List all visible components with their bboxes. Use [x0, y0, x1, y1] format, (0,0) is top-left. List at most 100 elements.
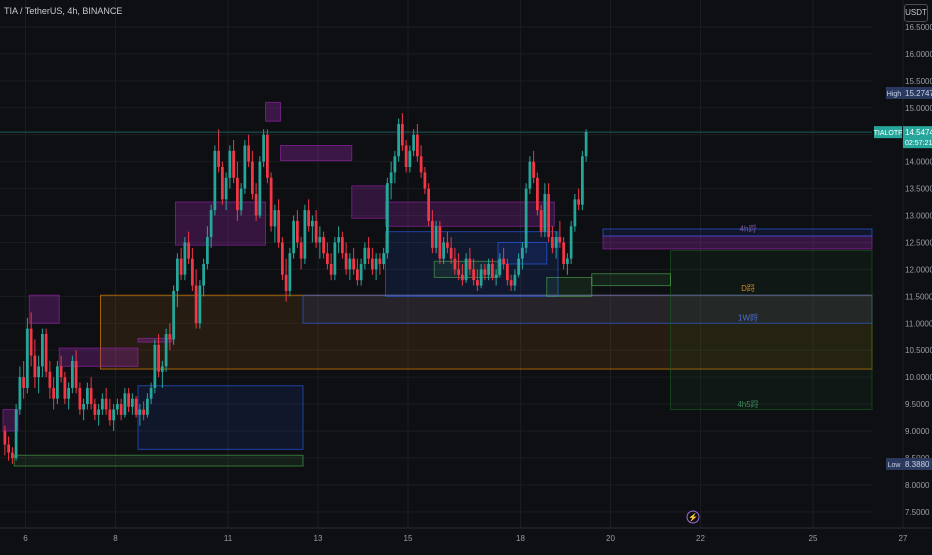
- bear-candle: [52, 377, 55, 410]
- candle-body: [74, 360, 78, 388]
- low-tag: Low: [888, 462, 902, 469]
- bear-candle: [371, 247, 374, 275]
- candle-body: [153, 344, 157, 388]
- x-tick-label: 8: [113, 534, 118, 543]
- bear-candle: [187, 231, 190, 264]
- bear-candle: [93, 398, 97, 421]
- bull-candle: [206, 226, 209, 270]
- bull-candle: [37, 355, 40, 394]
- lightning-event-icon: [686, 510, 700, 524]
- candle-body: [187, 242, 190, 259]
- high-value-label: 15.2747: [905, 89, 932, 98]
- price-tag-bg: [903, 126, 932, 149]
- bear-candle: [419, 145, 423, 178]
- x-tick-label: 11: [224, 534, 233, 543]
- candle-body: [194, 285, 198, 324]
- candle-body: [513, 274, 517, 286]
- bull-candle: [273, 204, 277, 243]
- bear-candle: [536, 172, 539, 216]
- candle-body: [217, 150, 220, 168]
- candle-body: [554, 237, 558, 248]
- bull-candle: [82, 398, 85, 421]
- candle-body: [502, 258, 505, 264]
- candle-body: [348, 258, 352, 270]
- bull-candle: [333, 237, 337, 281]
- candle-body: [33, 355, 37, 378]
- bull-candle: [498, 253, 502, 278]
- candle-body: [112, 409, 115, 421]
- y-tick-label: 15.0000: [905, 104, 932, 113]
- candle-body: [179, 258, 183, 275]
- bull-candle: [569, 220, 573, 264]
- bear-candle: [577, 188, 580, 211]
- bear-candle: [446, 231, 449, 254]
- bull-candle: [176, 253, 179, 308]
- candle-body: [284, 274, 288, 291]
- bull-candle: [228, 145, 232, 189]
- bear-candle: [59, 355, 63, 383]
- candle-body: [329, 264, 333, 275]
- bear-candle: [461, 264, 464, 286]
- low-tag-bg: [886, 457, 903, 470]
- candle-body: [468, 258, 472, 270]
- y-tick-label: 11.5000: [905, 292, 932, 301]
- bull-candle: [479, 264, 483, 289]
- candle-body: [198, 285, 202, 324]
- candle-body: [104, 398, 108, 410]
- bear-candle: [119, 398, 123, 421]
- bull-candle: [123, 387, 127, 418]
- bear-candle: [63, 371, 67, 405]
- blue-weekly-zone: [302, 294, 873, 324]
- y-tick-label: 13.5000: [905, 185, 932, 194]
- candle-body: [14, 409, 18, 458]
- candle-body: [26, 328, 29, 388]
- candle-body: [536, 177, 539, 211]
- blue-zone-lower: [137, 385, 304, 450]
- candle-body: [273, 210, 277, 227]
- bull-candle: [198, 280, 202, 329]
- candle-body: [453, 258, 457, 270]
- bull-candle: [138, 404, 142, 426]
- candle-body: [183, 242, 187, 275]
- bull-candle: [146, 393, 149, 418]
- symbol-tag-bg: [874, 126, 902, 139]
- bear-candle: [157, 334, 160, 378]
- bull-candle: [554, 231, 558, 259]
- bull-candle: [434, 220, 438, 254]
- high-tag-bg: [886, 86, 903, 99]
- bull-candle: [202, 258, 205, 297]
- zone-label: 1W䟹: [738, 313, 758, 323]
- bear-candle: [7, 436, 10, 461]
- bear-candle: [11, 447, 14, 464]
- candle-body: [359, 264, 363, 281]
- candle-body: [562, 242, 565, 264]
- candle-body: [258, 161, 262, 216]
- bull-candle: [513, 269, 517, 291]
- high-value-bg: [903, 86, 932, 99]
- candle-body: [344, 253, 348, 270]
- candle-body: [213, 150, 217, 211]
- candle-body: [303, 210, 307, 259]
- bear-candle: [194, 269, 198, 329]
- y-tick-label: 15.5000: [905, 77, 932, 86]
- candle-body: [479, 269, 483, 286]
- y-tick-label: 8.0000: [905, 481, 930, 490]
- candle-body: [363, 247, 367, 264]
- bear-candle: [558, 220, 562, 248]
- bear-candle: [532, 150, 535, 184]
- candle-body: [427, 188, 430, 221]
- bull-candle: [359, 258, 363, 286]
- bear-candle: [491, 258, 494, 281]
- bear-candle: [449, 237, 453, 264]
- candle-body: [37, 366, 40, 378]
- candle-body: [487, 264, 490, 275]
- candle-body: [224, 177, 228, 200]
- bear-candle: [502, 247, 505, 270]
- candle-body: [581, 156, 584, 205]
- candle-body: [494, 274, 498, 278]
- candle-body: [292, 220, 295, 254]
- currency-button[interactable]: USDT: [904, 4, 928, 22]
- bear-candle: [44, 328, 48, 378]
